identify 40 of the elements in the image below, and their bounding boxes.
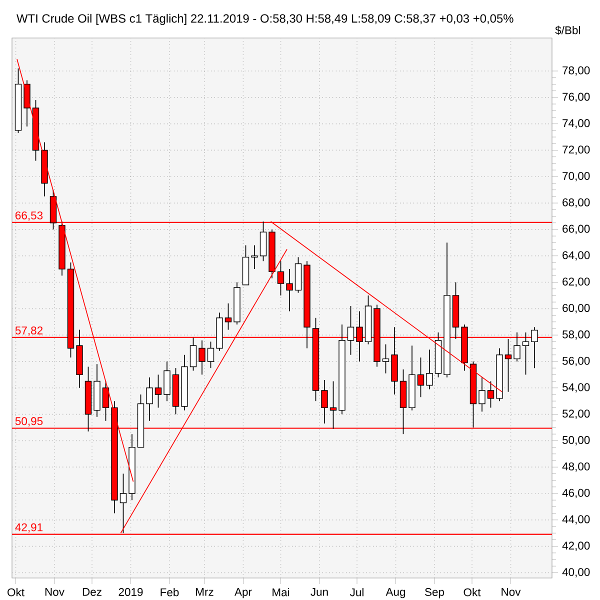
x-tick-label: Sep [425,588,444,598]
x-tick-label: Feb [160,588,179,596]
y-tick-label: 54,00 [562,383,590,393]
x-tick-label: Aug [386,588,406,598]
y-tick-label: 48,00 [562,462,590,472]
y-tick-label: 66,00 [562,224,590,234]
y-axis-title: $/Bbl [555,26,580,35]
ref-line-label: 57,82 [15,326,43,336]
x-tick-label: Mai [272,588,290,596]
ref-line-label: 50,95 [15,417,43,426]
y-tick-label: 52,00 [562,410,590,419]
y-tick-label: 50,00 [562,436,590,446]
y-tick-label: 44,00 [562,515,590,525]
ref-line-label: 42,91 [15,523,43,533]
x-tick-label: Okt [8,588,24,596]
chart-title: WTI Crude Oil [WBS c1 Täglich] 22.11.2019 - O:58,30 H:58,49 L:58,09 C:58,37 +0,03 +0,05% [16,14,514,26]
x-tick-label: Okt [464,588,481,596]
y-tick-label: 74,00 [562,119,590,128]
y-tick-label: 64,00 [562,251,590,260]
x-tick-label: Jul [350,588,364,596]
x-tick-label: Jun [310,588,328,596]
y-tick-label: 62,00 [562,278,590,287]
y-tick-label: 58,00 [562,330,590,340]
y-tick-label: 60,00 [562,304,590,314]
y-tick-label: 40,00 [562,568,590,578]
y-tick-label: 42,00 [562,542,590,551]
y-tick-label: 72,00 [562,146,590,155]
x-tick-label: Dez [82,588,102,596]
y-tick-label: 68,00 [562,198,590,208]
y-tick-label: 70,00 [562,172,590,182]
x-tick-label: Mrz [196,588,214,596]
x-tick-label: Nov [45,588,64,596]
x-tick-label: Apr [234,588,252,598]
x-tick-label: Nov [502,588,521,596]
y-tick-label: 56,00 [562,356,590,366]
y-tick-label: 46,00 [562,488,590,498]
ref-line-label: 66,53 [16,211,43,221]
y-tick-label: 78,00 [562,66,590,76]
x-tick-label: 2019 [118,588,143,596]
y-tick-label: 76,00 [562,92,590,102]
